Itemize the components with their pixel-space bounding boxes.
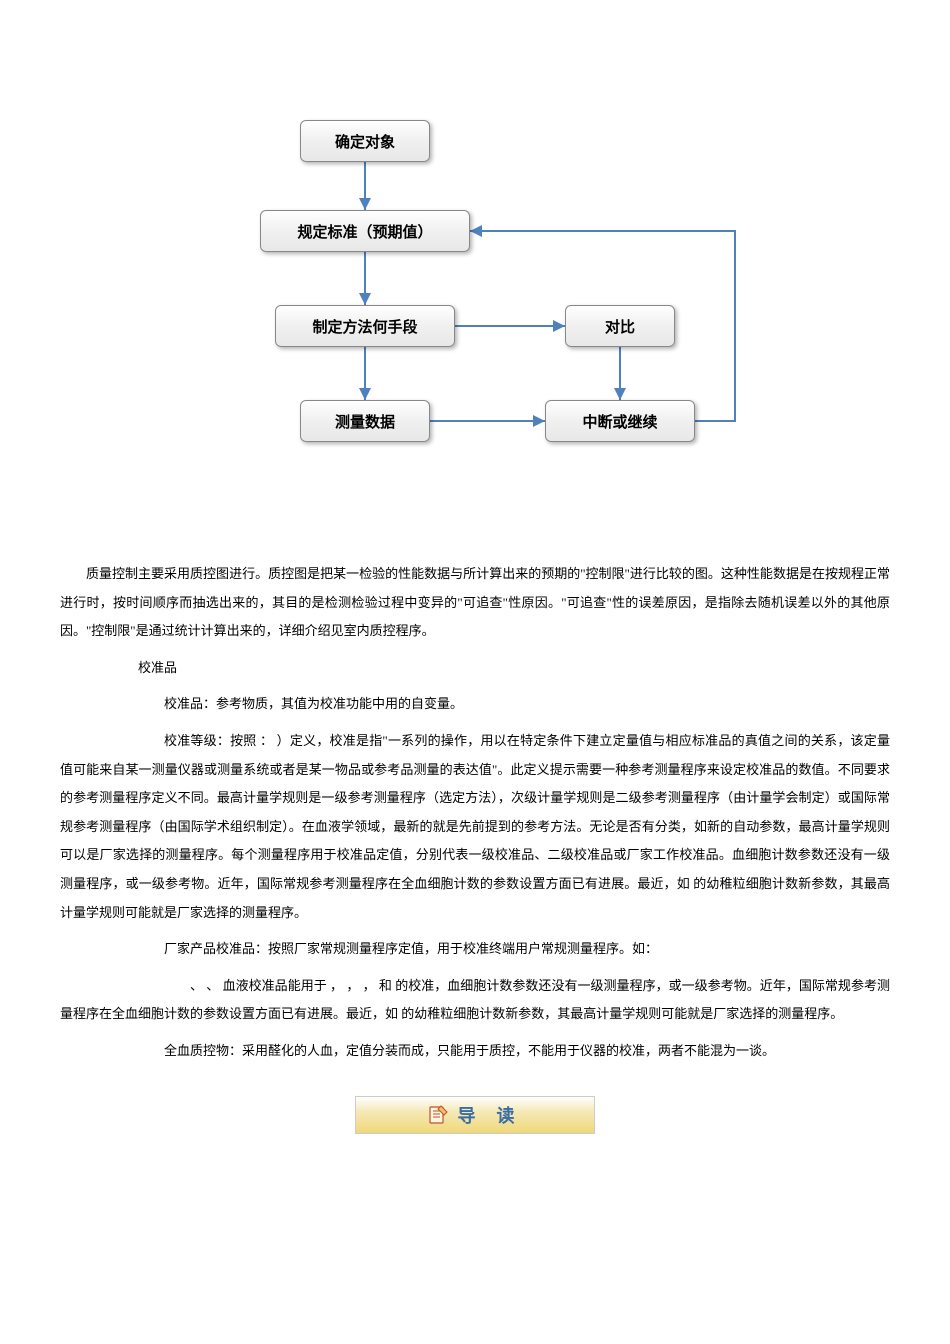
paragraph-manufacturer-calibrator: 厂家产品校准品：按照厂家常规测量程序定值，用于校准终端用户常规测量程序。如： <box>60 935 890 964</box>
paragraph-whole-blood-qc: 全血质控物：采用醛化的人血，定值分装而成，只能用于质控，不能用于仪器的校准，两者… <box>60 1037 890 1066</box>
paragraph-calibrator-def: 校准品：参考物质，其值为校准功能中用的自变量。 <box>60 690 890 719</box>
flowchart-node: 对比 <box>565 305 675 347</box>
paragraph-qc-intro: 质量控制主要采用质控图进行。质控图是把某一检验的性能数据与所计算出来的预期的"控… <box>60 560 890 646</box>
notepad-icon <box>427 1104 449 1126</box>
paragraph-blood-calibrator: 、 、 血液校准品能用于 ， ， ， 和 的校准，血细胞计数参数还没有一级测量程… <box>60 972 890 1029</box>
flowchart-node: 确定对象 <box>300 120 430 162</box>
paragraph-calibration-level: 校准等级：按照 ： ）定义，校准是指"一系列的操作，用以在特定条件下建立定量值与… <box>60 727 890 927</box>
flowchart-container: 确定对象规定标准（预期值） 制定方法何手段测量数据 对比中断或继续 <box>125 100 825 480</box>
banner-text: 导 读 <box>457 1102 522 1128</box>
flowchart-node: 规定标准（预期值） <box>260 210 470 252</box>
flowchart-edges <box>125 100 825 480</box>
flowchart-node: 制定方法何手段 <box>275 305 455 347</box>
paragraph-calibrator-heading: 校准品 <box>60 654 890 683</box>
guide-reading-banner: 导 读 <box>355 1096 595 1134</box>
flowchart-node: 中断或继续 <box>545 400 695 442</box>
flowchart-node: 测量数据 <box>300 400 430 442</box>
